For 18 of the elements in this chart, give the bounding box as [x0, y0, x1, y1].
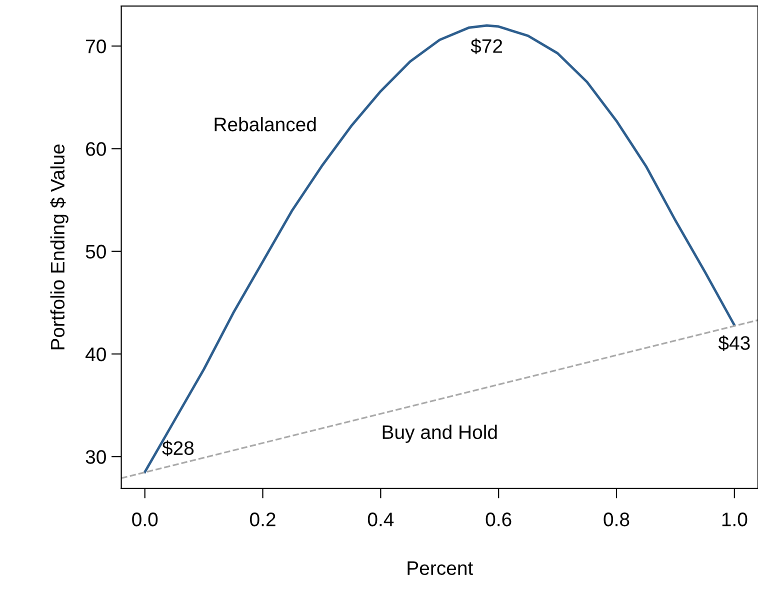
y-tick-label: 30 [86, 450, 106, 464]
series-label: Buy and Hold [382, 424, 497, 443]
x-tick-label: 0.6 [486, 512, 512, 526]
y-axis-title: Portfolio Ending $ Value [50, 144, 68, 350]
series-label: Rebalanced [214, 117, 316, 132]
x-tick-label: 0.4 [368, 512, 394, 526]
y-tick-label: 50 [86, 244, 106, 259]
x-tick-label: 0.8 [604, 512, 630, 526]
y-tick-label: 40 [86, 347, 106, 362]
annotation: $72 [470, 38, 502, 54]
y-tick-label: 60 [86, 142, 106, 156]
x-tick-label: 0.0 [132, 512, 158, 526]
x-tick-label: 1.0 [722, 512, 748, 526]
annotation: $28 [162, 440, 194, 456]
annotation: $43 [718, 335, 750, 352]
x-tick-label: 0.2 [250, 512, 276, 526]
x-axis-title: Percent [408, 561, 474, 576]
y-tick-label: 70 [86, 40, 106, 54]
